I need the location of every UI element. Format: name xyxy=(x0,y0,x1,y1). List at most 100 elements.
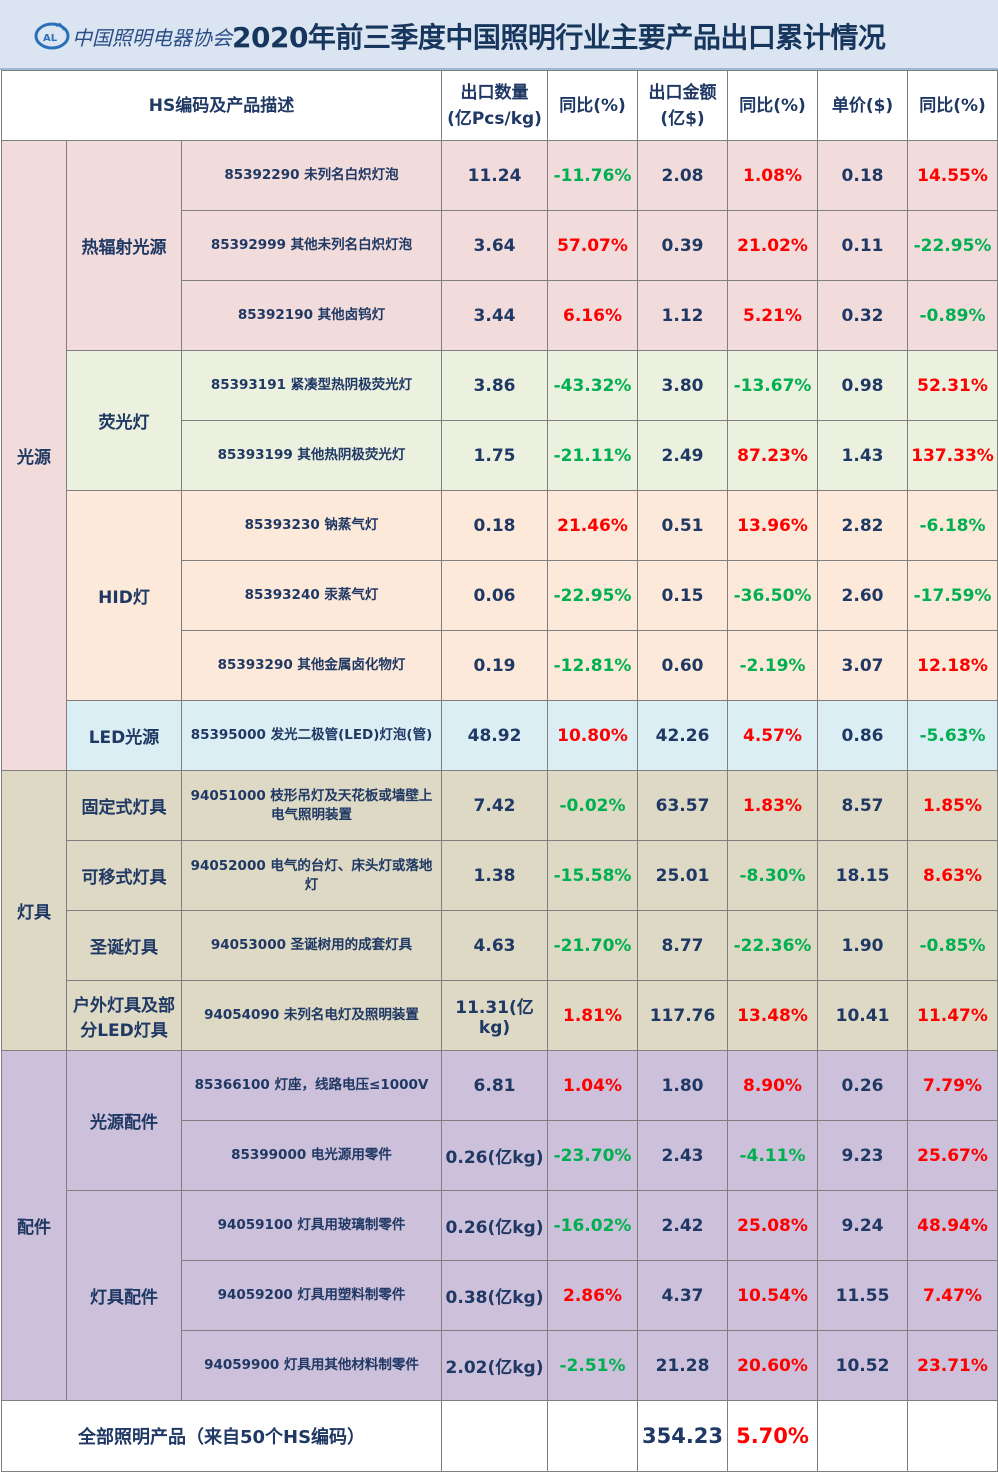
row-qty: 11.24 xyxy=(441,140,549,211)
row-qty-yoy: -21.70% xyxy=(547,910,639,981)
row-qty: 3.64 xyxy=(441,210,549,281)
row-price: 11.55 xyxy=(817,1260,909,1331)
title-band: AL 中国照明电器协会 2020年前三季度中国照明行业主要产品出口累计情况 xyxy=(0,0,998,70)
row-qty: 0.19 xyxy=(441,630,549,701)
total-label: 全部照明产品（来自50个HS编码） xyxy=(0,1400,443,1472)
row-price-yoy: -0.85% xyxy=(907,910,998,981)
row-price: 2.60 xyxy=(817,560,909,631)
row-qty-yoy: -16.02% xyxy=(547,1190,639,1261)
row-desc: 85392290 未列名白炽灯泡 xyxy=(180,140,443,211)
row-amount-yoy: -22.36% xyxy=(727,910,819,981)
col-header-price-yoy: 同比(%) xyxy=(907,70,998,141)
table-row: 灯具配件 94059100 灯具用玻璃制零件 0.26(亿kg) -16.02%… xyxy=(2,1190,998,1401)
row-amount: 2.43 xyxy=(637,1120,729,1191)
row-price-yoy: 137.33% xyxy=(907,420,998,491)
category-source-parts: 光源配件 xyxy=(66,1050,182,1191)
row-desc: 94059100 灯具用玻璃制零件 xyxy=(180,1190,443,1261)
row-amount-yoy: 1.08% xyxy=(727,140,819,211)
row-qty-yoy: -11.76% xyxy=(547,140,639,211)
table-row: 85393199 其他热阴极荧光灯 1.75 -21.11% 2.49 87.2… xyxy=(2,420,998,491)
row-desc: 85393191 紧凑型热阴极荧光灯 xyxy=(180,350,443,421)
row-desc: 85395000 发光二极管(LED)灯泡(管) xyxy=(180,700,443,771)
row-amount-yoy: 25.08% xyxy=(727,1190,819,1261)
row-price-yoy: 48.94% xyxy=(907,1190,998,1261)
row-price: 0.11 xyxy=(817,210,909,281)
row-price: 8.57 xyxy=(817,770,909,841)
row-amount-yoy: 13.48% xyxy=(727,980,819,1051)
table-row: 85393290 其他金属卤化物灯 0.19 -12.81% 0.60 -2.1… xyxy=(2,630,998,701)
table-row: 荧光灯 85393191 紧凑型热阴极荧光灯 3.86 -43.32% 3.80… xyxy=(2,350,998,491)
category-lamp-parts: 灯具配件 xyxy=(66,1190,182,1401)
row-desc: 94053000 圣诞树用的成套灯具 xyxy=(180,910,443,981)
row-price-yoy: 23.71% xyxy=(907,1330,998,1401)
row-amount-yoy: -36.50% xyxy=(727,560,819,631)
row-qty-yoy: 1.81% xyxy=(547,980,639,1051)
row-qty: 3.86 xyxy=(441,350,549,421)
row-amount: 2.08 xyxy=(637,140,729,211)
row-desc: 85393290 其他金属卤化物灯 xyxy=(180,630,443,701)
total-qty-yoy-empty xyxy=(547,1400,639,1472)
row-desc: 94059900 灯具用其他材料制零件 xyxy=(180,1330,443,1401)
col-header-amount: 出口金额 (亿$) xyxy=(637,70,729,141)
col-header-amount-yoy: 同比(%) xyxy=(727,70,819,141)
row-price: 0.18 xyxy=(817,140,909,211)
category-fixed: 固定式灯具 xyxy=(66,770,182,841)
row-qty: 11.31(亿kg) xyxy=(441,980,549,1051)
table-row: 可移式灯具 94052000 电气的台灯、床头灯或落地灯 1.38 -15.58… xyxy=(2,840,998,911)
row-amount-yoy: -2.19% xyxy=(727,630,819,701)
row-qty: 1.38 xyxy=(441,840,549,911)
row-price-yoy: 14.55% xyxy=(907,140,998,211)
section-light-source: 光源 xyxy=(1,140,67,771)
row-qty-yoy: 21.46% xyxy=(547,490,639,561)
row-qty-yoy: -23.70% xyxy=(547,1120,639,1191)
row-amount: 0.39 xyxy=(637,210,729,281)
row-qty: 2.02(亿kg) xyxy=(441,1330,549,1401)
row-price: 0.98 xyxy=(817,350,909,421)
table-row: 配件 光源配件 85366100 灯座，线路电压≤1000V 6.81 1.04… xyxy=(1,1050,998,1401)
table-row: 灯具 固定式灯具 94051000 枝形吊灯及天花板或墙壁上电气照明装置 7.4… xyxy=(1,770,998,1051)
category-christmas: 圣诞灯具 xyxy=(66,910,182,981)
col-header-qty: 出口数量 (亿Pcs/kg) xyxy=(441,70,549,141)
row-price: 10.52 xyxy=(817,1330,909,1401)
column-header-row: HS编码及产品描述 出口数量 (亿Pcs/kg) 同比(%) 出口金额 (亿$)… xyxy=(0,70,998,141)
row-price: 0.26 xyxy=(817,1050,909,1121)
row-amount-yoy: 8.90% xyxy=(727,1050,819,1121)
total-price-empty xyxy=(817,1400,909,1472)
col-header-desc: HS编码及产品描述 xyxy=(0,70,443,141)
row-amount-yoy: -8.30% xyxy=(727,840,819,911)
row-amount-yoy: 4.57% xyxy=(727,700,819,771)
row-desc: 85393199 其他热阴极荧光灯 xyxy=(180,420,443,491)
col-header-qty-yoy: 同比(%) xyxy=(547,70,639,141)
row-price-yoy: 11.47% xyxy=(907,980,998,1051)
table-row: 85392999 其他未列名白炽灯泡 3.64 57.07% 0.39 21.0… xyxy=(2,210,998,281)
row-amount: 21.28 xyxy=(637,1330,729,1401)
col-header-price: 单价($) xyxy=(817,70,909,141)
cali-logo-icon: AL xyxy=(34,22,70,50)
row-qty-yoy: -2.51% xyxy=(547,1330,639,1401)
row-amount-yoy: 87.23% xyxy=(727,420,819,491)
row-price: 10.41 xyxy=(817,980,909,1051)
row-qty: 0.18 xyxy=(441,490,549,561)
row-price-yoy: -0.89% xyxy=(907,280,998,351)
total-qty-empty xyxy=(441,1400,549,1472)
table-row: 85392190 其他卤钨灯 3.44 6.16% 1.12 5.21% 0.3… xyxy=(2,280,998,351)
row-price-yoy: 25.67% xyxy=(907,1120,998,1191)
row-price-yoy: 52.31% xyxy=(907,350,998,421)
row-amount-yoy: -13.67% xyxy=(727,350,819,421)
table-row: 85399000 电光源用零件 0.26(亿kg) -23.70% 2.43 -… xyxy=(2,1120,998,1191)
row-amount-yoy: 13.96% xyxy=(727,490,819,561)
section-accessories: 配件 xyxy=(1,1050,67,1401)
row-qty: 0.26(亿kg) xyxy=(441,1120,549,1191)
row-amount-yoy: 20.60% xyxy=(727,1330,819,1401)
row-amount-yoy: -4.11% xyxy=(727,1120,819,1191)
category-led: LED光源 xyxy=(66,700,182,771)
total-row: 全部照明产品（来自50个HS编码） 354.23 5.70% xyxy=(0,1400,998,1472)
row-amount: 0.51 xyxy=(637,490,729,561)
table-row: HID灯 85393230 钠蒸气灯 0.18 21.46% 0.51 13.9… xyxy=(2,490,998,701)
table-row: 光源 热辐射光源 85392290 未列名白炽灯泡 11.24 -11.76% … xyxy=(1,140,998,771)
row-qty-yoy: 1.04% xyxy=(547,1050,639,1121)
col-header-amount-text: 出口金额 (亿$) xyxy=(648,82,717,129)
table-row: 户外灯具及部分LED灯具 94054090 未列名电灯及照明装置 11.31(亿… xyxy=(2,980,998,1051)
table-row: 94059200 灯具用塑料制零件 0.38(亿kg) 2.86% 4.37 1… xyxy=(2,1260,998,1331)
row-amount: 117.76 xyxy=(637,980,729,1051)
